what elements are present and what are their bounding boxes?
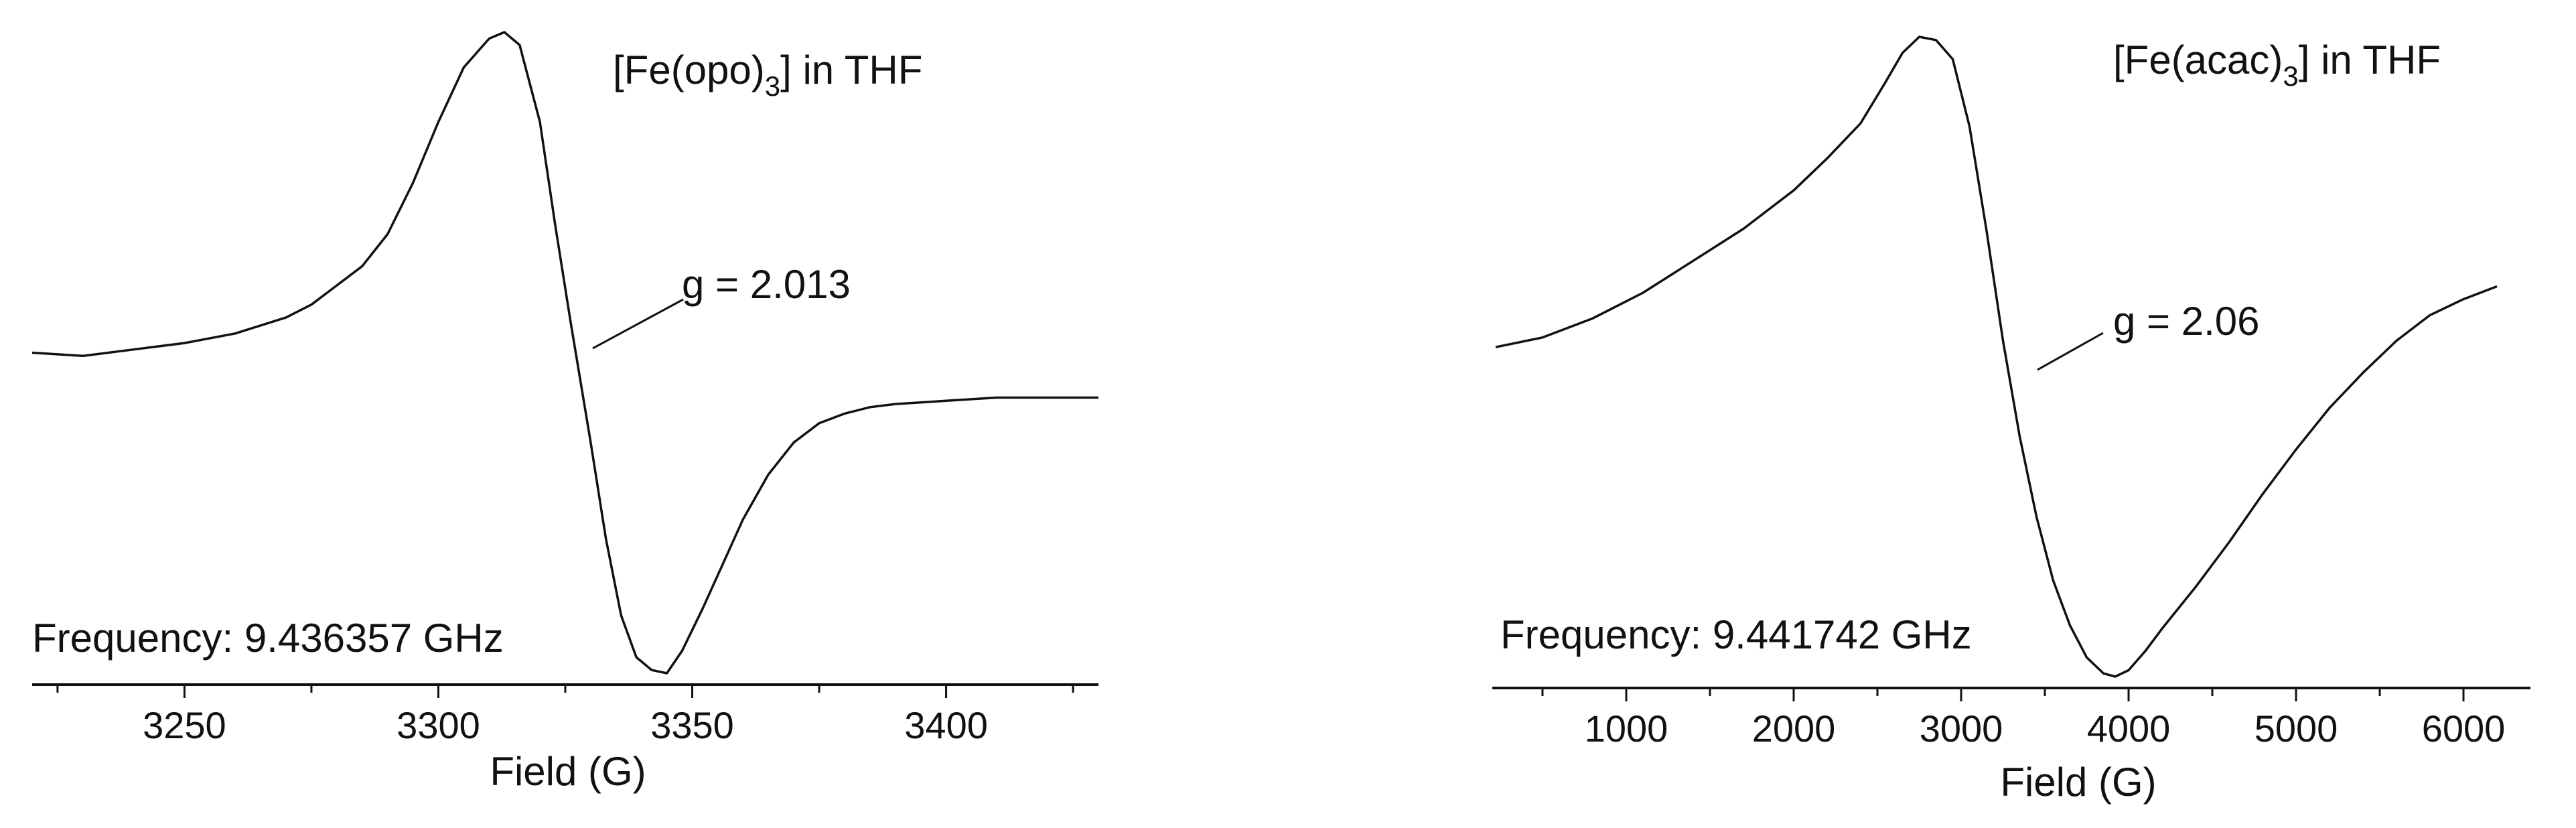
epr-spectrum-line [31,31,1098,675]
chart-panel-opo: 3250 3300 3350 3400 g = 2.013 [Fe(opo)3] in… [31,31,1098,794]
x-tick-label: 5000 [2255,707,2338,750]
x-tick-label: 2000 [1752,707,1836,750]
frequency-label: Frequency: 9.436357 GHz [32,616,504,661]
g-value-label: g = 2.06 [2113,299,2260,344]
sample-label: [Fe(opo)3] in THF [613,48,922,102]
x-tick-label: 3300 [397,704,480,746]
x-axis-title: Field (G) [490,749,646,794]
x-tick-labels: 3250 3300 3350 3400 [143,704,988,746]
g-value-leader-line [592,298,684,350]
x-ticks [56,685,1074,698]
x-ticks [1541,688,2465,701]
x-axis-title: Field (G) [2000,760,2156,805]
x-tick-label: 3400 [904,704,988,746]
x-tick-label: 3250 [143,704,226,746]
sample-label: [Fe(acac)3] in THF [2113,38,2441,92]
x-tick-label: 1000 [1585,707,1668,750]
x-tick-labels: 1000 2000 3000 4000 5000 6000 [1585,707,2506,750]
epr-spectrum-line [1495,36,2498,678]
x-tick-label: 4000 [2087,707,2171,750]
frequency-label: Frequency: 9.441742 GHz [1500,612,1972,657]
x-tick-label: 3350 [650,704,734,746]
g-value-leader-line [2037,332,2104,371]
g-value-label: g = 2.013 [682,262,851,307]
chart-panel-acac: 1000 2000 3000 4000 5000 6000 g = 2.06 [Fe(ac… [1492,36,2530,805]
x-tick-label: 3000 [1920,707,2003,750]
x-tick-label: 6000 [2422,707,2506,750]
